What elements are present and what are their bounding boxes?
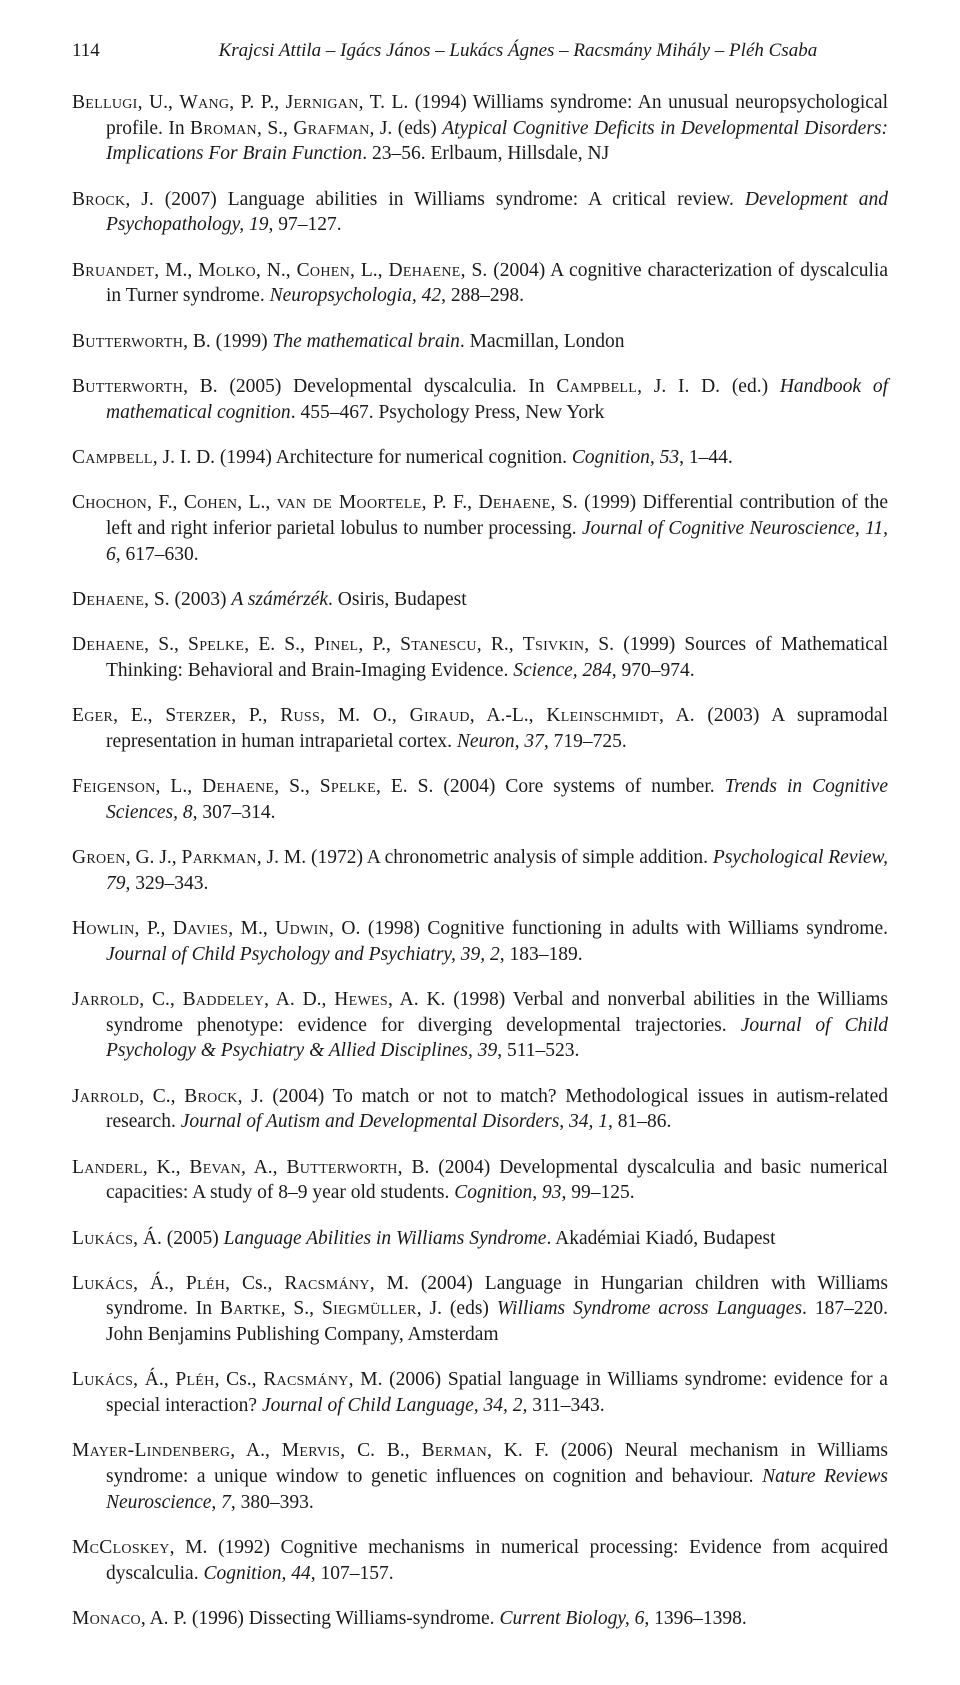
- reference-entry: Lukács, Á., Pléh, Cs., Racsmány, M. (200…: [72, 1271, 888, 1348]
- reference-entry: Groen, G. J., Parkman, J. M. (1972) A ch…: [72, 845, 888, 896]
- running-header: 114 Krajcsi Attila – Igács János – Lukác…: [72, 40, 888, 62]
- reference-entry: Bruandet, M., Molko, N., Cohen, L., Deha…: [72, 258, 888, 309]
- reference-entry: Jarrold, C., Baddeley, A. D., Hewes, A. …: [72, 987, 888, 1064]
- reference-entry: Lukács, Á., Pléh, Cs., Racsmány, M. (200…: [72, 1367, 888, 1418]
- reference-entry: Lukács, Á. (2005) Language Abilities in …: [72, 1226, 888, 1252]
- header-authors: Krajcsi Attila – Igács János – Lukács Ág…: [148, 40, 888, 62]
- reference-entry: Butterworth, B. (2005) Developmental dys…: [72, 374, 888, 425]
- reference-entry: Bellugi, U., Wang, P. P., Jernigan, T. L…: [72, 90, 888, 167]
- reference-entry: Howlin, P., Davies, M., Udwin, O. (1998)…: [72, 916, 888, 967]
- reference-entry: Dehaene, S., Spelke, E. S., Pinel, P., S…: [72, 632, 888, 683]
- reference-entry: Jarrold, C., Brock, J. (2004) To match o…: [72, 1084, 888, 1135]
- reference-entry: Feigenson, L., Dehaene, S., Spelke, E. S…: [72, 774, 888, 825]
- page-number: 114: [72, 40, 100, 62]
- page: 114 Krajcsi Attila – Igács János – Lukác…: [0, 0, 960, 1685]
- reference-entry: Dehaene, S. (2003) A számérzék. Osiris, …: [72, 587, 888, 613]
- reference-entry: Brock, J. (2007) Language abilities in W…: [72, 187, 888, 238]
- reference-entry: McCloskey, M. (1992) Cognitive mechanism…: [72, 1535, 888, 1586]
- references-list: Bellugi, U., Wang, P. P., Jernigan, T. L…: [72, 90, 888, 1632]
- reference-entry: Campbell, J. I. D. (1994) Architecture f…: [72, 445, 888, 471]
- reference-entry: Chochon, F., Cohen, L., van de Moortele,…: [72, 490, 888, 567]
- reference-entry: Eger, E., Sterzer, P., Russ, M. O., Gira…: [72, 703, 888, 754]
- reference-entry: Landerl, K., Bevan, A., Butterworth, B. …: [72, 1155, 888, 1206]
- reference-entry: Butterworth, B. (1999) The mathematical …: [72, 329, 888, 355]
- reference-entry: Mayer-Lindenberg, A., Mervis, C. B., Ber…: [72, 1438, 888, 1515]
- reference-entry: Monaco, A. P. (1996) Dissecting Williams…: [72, 1606, 888, 1632]
